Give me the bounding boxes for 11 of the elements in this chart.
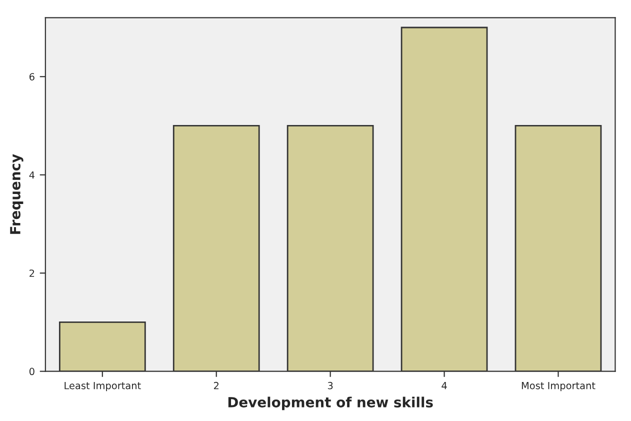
x-tick-label: 4 (442, 382, 447, 390)
y-tick-label: 6 (30, 73, 34, 80)
x-tick-label: 2 (214, 382, 218, 390)
y-tick-label: 2 (30, 270, 34, 277)
y-axis-title: Frequency (10, 154, 24, 234)
x-tick-label: Least Important (64, 382, 141, 392)
x-tick-label: 3 (328, 382, 333, 390)
y-tick-label: 4 (29, 171, 34, 179)
x-tick-label: Most Important (522, 382, 596, 392)
y-tick-label: 0 (29, 368, 34, 376)
x-axis-title: Development of new skills (228, 396, 433, 410)
